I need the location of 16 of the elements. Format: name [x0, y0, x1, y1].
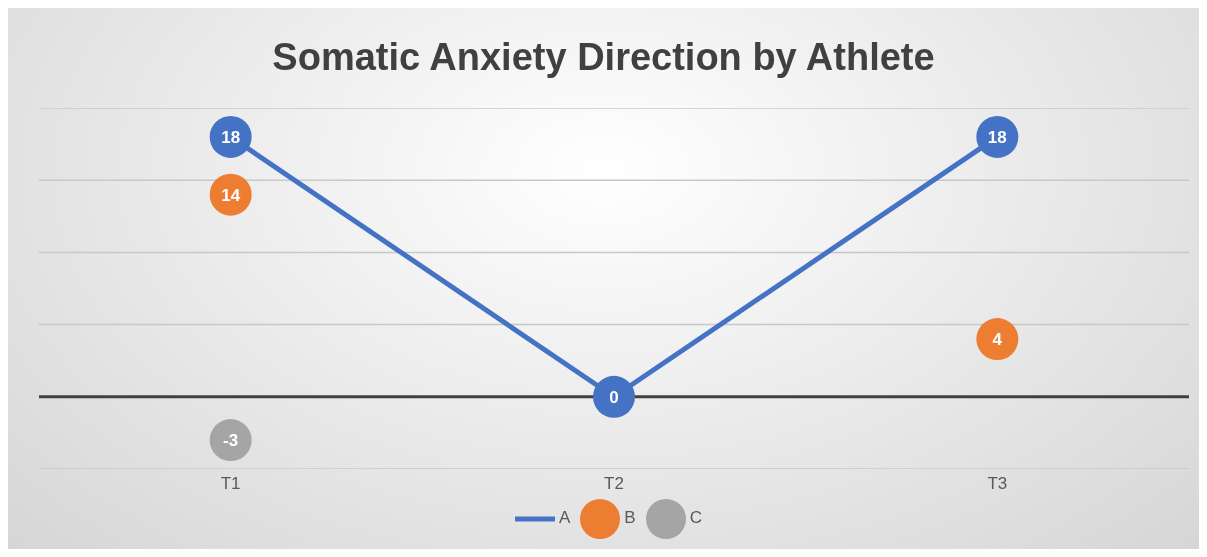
x-tick-label: T1: [220, 474, 241, 494]
x-tick-label: T2: [604, 474, 624, 494]
chart-title: Somatic Anxiety Direction by Athlete: [271, 35, 936, 80]
legend-label: C: [689, 508, 702, 528]
data-label: 18: [221, 127, 241, 147]
point: [976, 318, 1019, 361]
data-label: -3: [223, 431, 239, 451]
data-label: 0: [609, 387, 619, 407]
legend-label: B: [624, 508, 636, 528]
data-label: 18: [987, 127, 1007, 147]
data-label: 4: [992, 330, 1003, 350]
point: [209, 419, 252, 462]
x-tick-label: T3: [987, 474, 1008, 494]
legend-label: A: [559, 508, 571, 528]
point: [593, 375, 635, 418]
data-label: 14: [221, 185, 241, 205]
